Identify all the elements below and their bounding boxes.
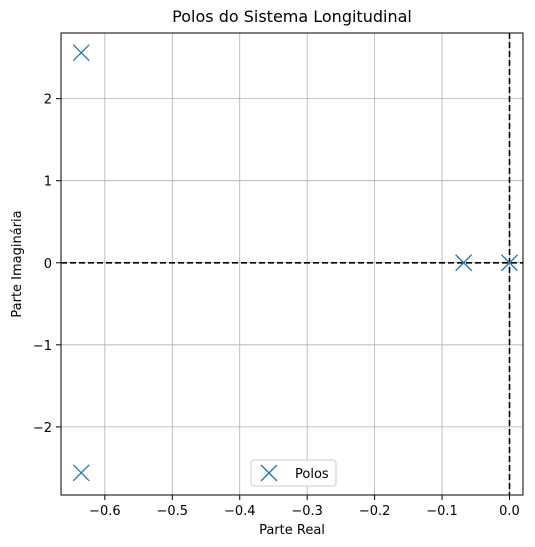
y-tick-label: 1 (44, 175, 52, 190)
x-tick-label: −0.3 (291, 504, 323, 519)
pole-point (455, 254, 473, 272)
x-axis-label: Parte Real (259, 523, 325, 538)
marker-stroke (72, 44, 90, 62)
legend-label: Polos (295, 467, 329, 482)
legend-marker (260, 464, 278, 482)
pole-point (501, 254, 518, 272)
marker-stroke (260, 464, 278, 482)
ticks-layer: −0.6 −0.5 −0.4 −0.3 −0.2 −0.1 0.0 2 1 0 −1 −2 (33, 93, 520, 519)
x-tick-label: −0.6 (89, 504, 121, 519)
x-tick-label: −0.5 (156, 504, 188, 519)
chart-title: Polos do Sistema Longitudinal (172, 7, 412, 26)
y-tick-label: −1 (33, 339, 52, 354)
pole-point (72, 464, 90, 482)
pole-point (72, 44, 90, 62)
x-tick-label: −0.1 (426, 504, 458, 519)
plot-frame (60, 32, 524, 496)
x-tick-label: −0.2 (359, 504, 391, 519)
legend: Polos (250, 459, 337, 487)
y-tick-label: −2 (33, 421, 52, 436)
y-tick-label: 0 (44, 257, 52, 272)
legend-box (250, 459, 337, 487)
points-layer (72, 44, 518, 482)
x-tick-label: −0.4 (224, 504, 256, 519)
reference-lines (61, 33, 523, 495)
x-tick-label: 0.0 (499, 504, 520, 519)
legend-marker-x (260, 464, 278, 482)
marker-stroke (72, 464, 90, 482)
y-tick-label: 2 (44, 93, 52, 108)
marker-stroke (455, 254, 473, 272)
marker-stroke (501, 254, 518, 272)
y-axis-label: Parte Imaginária (10, 210, 25, 317)
